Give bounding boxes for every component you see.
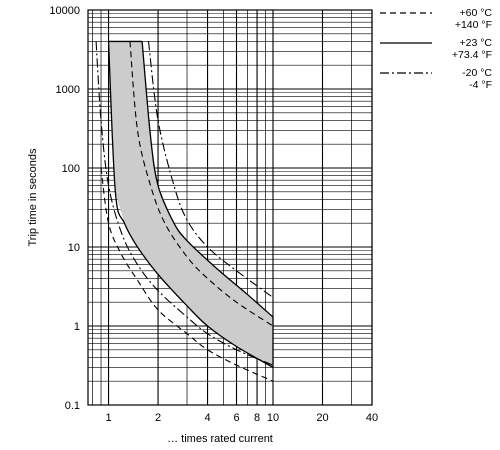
legend-label-celsius: +60 °C	[459, 7, 492, 19]
series-lines	[95, 40, 274, 382]
y-tick-label: 100	[62, 163, 80, 175]
series-line-dashdot-7	[95, 41, 274, 366]
y-tick-label: 10	[68, 242, 80, 254]
series-line-dashed-5	[100, 167, 274, 382]
legend-label-fahrenheit: -4 °F	[469, 79, 492, 91]
legend-label-celsius: -20 °C	[462, 67, 492, 79]
x-tick-label: 1	[105, 412, 111, 424]
x-tick-label: 8	[254, 412, 260, 424]
legend-label-fahrenheit: +73.4 °F	[452, 49, 492, 61]
x-tick-label: 10	[267, 412, 279, 424]
legend-label-fahrenheit: +140 °F	[455, 19, 492, 31]
y-tick-label: 0.1	[65, 400, 80, 412]
legend-label-celsius: +23 °C	[459, 37, 492, 49]
series-line-solid-1	[107, 41, 274, 368]
y-tick-label: 1	[74, 321, 80, 333]
tick-labels: 1 2 4 6 8 10 20 40 0.1 1 10 100 1000 10000	[49, 5, 378, 424]
x-tick-label: 2	[155, 412, 161, 424]
legend: +60 °C+140 °F +23 °C+73.4 °F -20 °C-4 °F	[380, 7, 492, 91]
x-tick-label: 6	[233, 412, 239, 424]
series-line-dashdot-6	[147, 41, 274, 298]
y-axis-title: Trip time in seconds	[27, 148, 39, 247]
plot-frame	[87, 9, 373, 406]
x-tick-label: 4	[204, 412, 210, 424]
x-tick-label: 20	[316, 412, 328, 424]
series-line-solid-0	[141, 41, 274, 318]
series-line-dashed-4	[129, 41, 274, 327]
x-tick-label: 40	[366, 412, 378, 424]
x-axis-title: … times rated current	[167, 433, 273, 445]
y-tick-label: 1000	[56, 84, 80, 96]
y-tick-label: 10000	[49, 5, 80, 17]
tolerance-band	[108, 41, 273, 368]
